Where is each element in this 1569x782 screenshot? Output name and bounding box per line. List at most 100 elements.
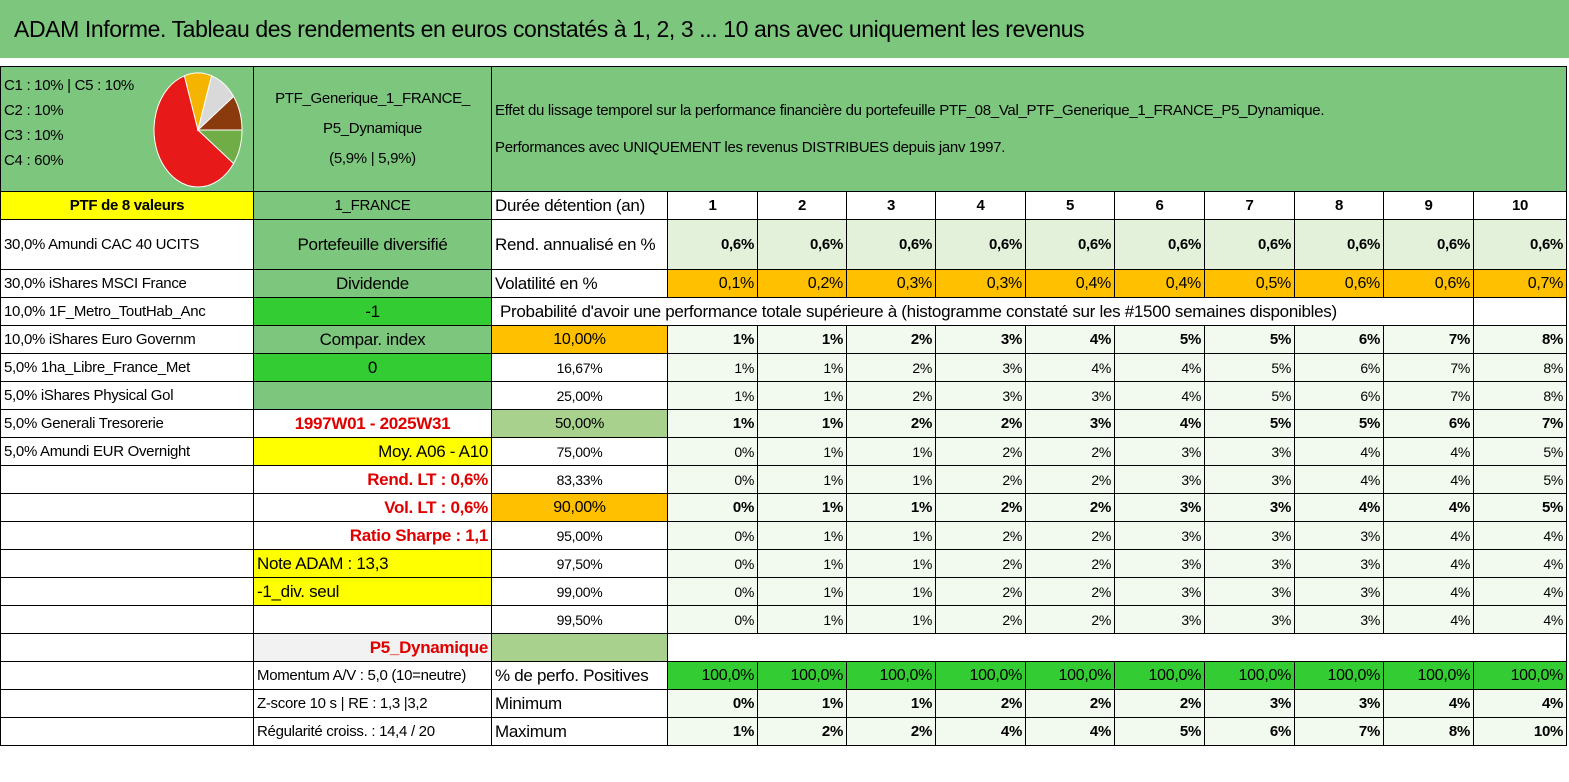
rend-value: 0,6%: [1204, 219, 1295, 270]
quantile-value: 5%: [1472, 465, 1568, 494]
sharpe-ratio: Ratio Sharpe : 1,1: [253, 521, 492, 550]
empty-cell: [0, 633, 254, 662]
quantile-value: 3%: [1204, 605, 1295, 634]
zscore-label: Z-score 10 s | RE : 1,3 |3,2: [253, 689, 492, 718]
minimum-value: 3%: [1294, 689, 1384, 718]
quantile-value: 2%: [935, 521, 1026, 550]
quantile-value: 3%: [1025, 381, 1115, 410]
holding-row: 5,0% Generali Tresorerie: [0, 409, 254, 438]
quantile-value: 1%: [846, 465, 936, 494]
quantile-value: 3%: [1294, 521, 1384, 550]
quantile-value: 3%: [1114, 549, 1205, 578]
quantile-row: 5,0% 1ha_Libre_France_Met 0 16,67% 1% 1%…: [0, 353, 1568, 382]
quantile-value: 1%: [667, 325, 758, 354]
quantile-value: 6%: [1294, 381, 1384, 410]
quantile-value: 4%: [1383, 437, 1474, 466]
prob-label: Probabilité d'avoir une performance tota…: [491, 297, 1474, 326]
vol-value: 0,2%: [757, 269, 847, 298]
quantile-value: 1%: [757, 549, 847, 578]
quantile-value: 4%: [1472, 577, 1568, 606]
quantile-value: 1%: [846, 549, 936, 578]
quantile-value: 2%: [846, 381, 936, 410]
quantile-value: 0%: [667, 605, 758, 634]
rend-value: 0,6%: [1383, 219, 1474, 270]
dividend-value: -1: [253, 297, 492, 326]
minimum-value: 2%: [1025, 689, 1115, 718]
quantile-row: 10,0% iShares Euro Governm Compar. index…: [0, 325, 1568, 354]
vol-value: 0,3%: [935, 269, 1026, 298]
vol-value: 0,3%: [846, 269, 936, 298]
minimum-value: 4%: [1472, 689, 1568, 718]
quantile-value: 3%: [935, 325, 1026, 354]
quantile-value: 1%: [757, 381, 847, 410]
quantile-value: 3%: [1114, 577, 1205, 606]
year-header: 5: [1025, 191, 1115, 220]
composition-line: C3 : 10%: [4, 127, 64, 144]
quantile-value: 4%: [1472, 549, 1568, 578]
empty-cell: [0, 549, 254, 578]
quantile-label: 50,00%: [491, 409, 668, 438]
positive-value: 100,0%: [1114, 661, 1205, 690]
rend-row: 30,0% Amundi CAC 40 UCITS Portefeuille d…: [0, 219, 1568, 270]
quantile-value: 2%: [935, 605, 1026, 634]
quantile-value: 5%: [1294, 409, 1384, 438]
rend-value: 0,6%: [935, 219, 1026, 270]
quantile-value: 2%: [846, 353, 936, 382]
maximum-value: 10%: [1472, 717, 1568, 746]
vol-value: 0,4%: [1114, 269, 1205, 298]
composition-cell: C1 : 10% | C5 : 10% C2 : 10% C3 : 10% C4…: [0, 66, 254, 192]
portfolio-name-line1: PTF_Generique_1_FRANCE_: [275, 90, 470, 107]
quantile-value: 8%: [1472, 325, 1568, 354]
quantile-value: 5%: [1472, 437, 1568, 466]
positive-value: 100,0%: [846, 661, 936, 690]
minimum-value: 3%: [1204, 689, 1295, 718]
quantile-label: 97,50%: [491, 549, 668, 578]
quantile-value: 3%: [1114, 605, 1205, 634]
quantile-value: 2%: [935, 465, 1026, 494]
year-header: 4: [935, 191, 1026, 220]
quantile-value: 4%: [1294, 493, 1384, 522]
rend-value: 0,6%: [1114, 219, 1205, 270]
holding-row: 5,0% Amundi EUR Overnight: [0, 437, 254, 466]
quantile-value: 2%: [846, 409, 936, 438]
momentum-label: Momentum A/V : 5,0 (10=neutre): [253, 661, 492, 690]
positive-label: % de perfo. Positives: [491, 661, 668, 690]
quantile-value: 6%: [1294, 353, 1384, 382]
positive-value: 100,0%: [1383, 661, 1474, 690]
positive-value: 100,0%: [935, 661, 1026, 690]
rend-value: 0,6%: [1472, 219, 1568, 270]
quantile-row: Ratio Sharpe : 1,1 95,00% 0% 1% 1% 2% 2%…: [0, 521, 1568, 550]
maximum-value: 2%: [757, 717, 847, 746]
maximum-value: 8%: [1383, 717, 1474, 746]
quantile-value: 3%: [1204, 549, 1295, 578]
title-bar: ADAM Informe. Tableau des rendements en …: [0, 0, 1569, 62]
compar-value: 0: [253, 353, 492, 382]
positive-value: 100,0%: [1025, 661, 1115, 690]
year-header: 8: [1294, 191, 1384, 220]
quantile-value: 0%: [667, 549, 758, 578]
quantile-value: 2%: [1025, 437, 1115, 466]
maximum-label: Maximum: [491, 717, 668, 746]
quantile-value: 1%: [757, 353, 847, 382]
quantile-value: 3%: [1294, 577, 1384, 606]
quantile-value: 1%: [846, 493, 936, 522]
holding-row: 5,0% 1ha_Libre_France_Met: [0, 353, 254, 382]
profile-label: P5_Dynamique: [253, 633, 492, 662]
composition-pie-chart: [153, 72, 243, 188]
year-header: 2: [757, 191, 847, 220]
maximum-value: 4%: [935, 717, 1026, 746]
quantile-value: 3%: [1025, 409, 1115, 438]
quantile-value: 3%: [1204, 465, 1295, 494]
portfolio-performance: (5,9% | 5,9%): [329, 150, 416, 167]
year-header: 7: [1204, 191, 1295, 220]
quantile-row: 5,0% Amundi EUR Overnight Moy. A06 - A10…: [0, 437, 1568, 466]
quantile-value: 3%: [1114, 465, 1205, 494]
prob-header-row: 10,0% 1F_Metro_ToutHab_Anc -1 Probabilit…: [0, 297, 1568, 326]
quantile-label: 75,00%: [491, 437, 668, 466]
empty-cell: [0, 465, 254, 494]
adam-note: Note ADAM : 13,3: [253, 549, 492, 578]
moy-label: Moy. A06 - A10: [253, 437, 492, 466]
vol-value: 0,7%: [1472, 269, 1568, 298]
quantile-value: 8%: [1472, 353, 1568, 382]
quantile-value: 7%: [1383, 381, 1474, 410]
